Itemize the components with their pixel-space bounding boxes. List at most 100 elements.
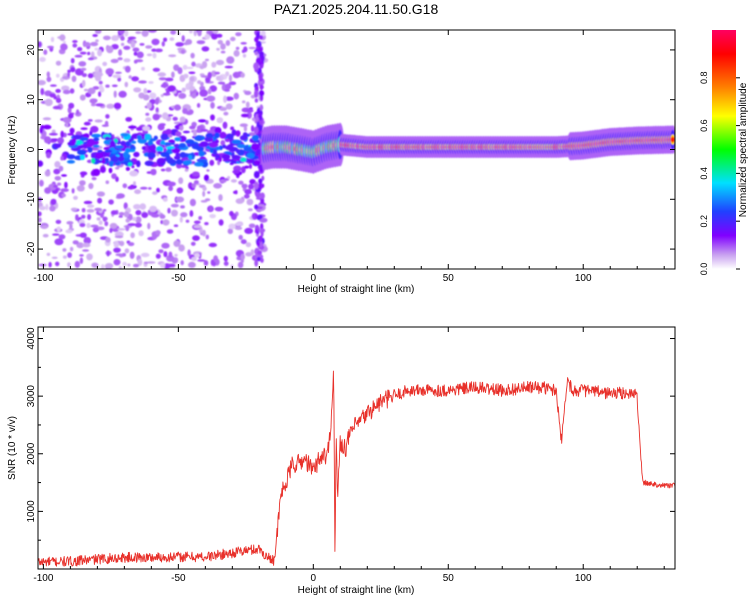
spectral-cell [254,51,259,56]
spectral-cell [81,73,87,78]
spectral-cell [72,134,82,140]
spectral-cell [102,209,107,212]
spectral-cell [260,197,265,205]
spectral-cell [77,149,87,155]
spectral-cell [148,187,152,190]
spectral-cell [243,125,248,132]
spectral-cell [125,147,131,153]
spectral-cell [145,112,150,116]
spectral-cell [133,204,141,210]
spectral-cell [216,117,224,124]
spectral-cell [91,158,96,164]
spectral-cell [113,102,122,110]
spectral-cell [67,252,72,258]
spectral-cell [217,81,226,85]
spectral-cell [127,223,137,227]
spectral-cell [97,197,103,204]
spectral-cell [157,123,165,131]
spectral-cell [89,98,98,104]
spectral-cell [94,47,99,51]
spectral-cell [122,261,127,267]
spectral-cell [227,228,233,235]
spectral-cell [168,251,173,258]
spectral-cell [56,226,61,233]
spectral-cell [57,137,64,144]
spectral-cell [188,261,196,268]
spectral-cell [41,225,48,229]
spectral-cell [79,257,84,265]
spectral-cell [78,61,87,67]
spectral-cell [141,66,145,71]
spectral-cell [110,58,119,64]
spectral-cell [188,154,193,161]
spectral-cell [71,75,77,83]
spectral-cell [206,169,210,172]
spectral-cell [114,235,124,239]
colorbar: 0.0 0.2 0.4 0.6 0.8 Normalized spectral ampl… [699,30,749,275]
spectral-cell [129,251,135,259]
spectral-cell [160,168,166,172]
spectral-cell [170,30,177,35]
spectral-cell [133,51,138,56]
spectral-cell [147,152,156,159]
spectral-cell [68,102,75,109]
spectral-cell [57,182,62,186]
snr-xtick-label: -50 [171,573,186,584]
spectral-cell [83,88,89,92]
spectral-cell [79,232,87,238]
spectral-cell [39,179,44,187]
spectral-cell [193,224,202,229]
spectral-cell [230,126,235,131]
spectral-cell [61,193,66,198]
spectral-cell [56,73,60,78]
spectral-cell [82,242,91,248]
spectral-cell [131,165,135,169]
spectral-cell [256,256,262,262]
spectral-cell [124,30,129,37]
spectral-cell [253,126,259,134]
spectral-cell [204,222,209,226]
spectral-cell [207,191,211,194]
spectral-cell [245,109,254,113]
spectral-cell [69,88,75,94]
spectral-cell [136,126,144,131]
spectral-cell [209,159,215,166]
spectral-cell [149,98,156,105]
spectral-cell [155,230,161,236]
spectral-cell [255,190,261,198]
spectral-cell [50,198,57,206]
spectral-cell [253,181,259,190]
spectral-cell [42,233,49,238]
spectral-cell [162,197,168,202]
spectral-cell [72,240,79,245]
spectral-cell [138,80,147,84]
spectral-cell [175,159,183,165]
spectral-cell [46,71,50,78]
spectral-cell [140,133,146,140]
spectral-cell [103,35,111,41]
spectral-cell [192,171,200,177]
spectral-cell [69,127,75,134]
spectral-cell [54,161,61,168]
spectral-cell [199,89,208,97]
spectral-cell [123,151,129,159]
spectral-cell [44,187,52,194]
spectral-cell [670,136,675,143]
spectral-cell [80,67,87,71]
spectral-cell [113,240,120,248]
spectral-cell [42,117,52,121]
spectral-cell [152,67,161,72]
spectral-cell [125,225,130,232]
spectral-cell [87,73,94,79]
spectral-cell [250,143,260,151]
spectral-cell [250,249,255,256]
spectral-cell [242,53,247,58]
spectral-cell [240,239,247,245]
spectral-cell [54,176,62,181]
spectral-cell [129,170,139,177]
spectral-cell [125,141,131,147]
spectral-cell [223,95,227,103]
spectral-cell [205,58,209,62]
